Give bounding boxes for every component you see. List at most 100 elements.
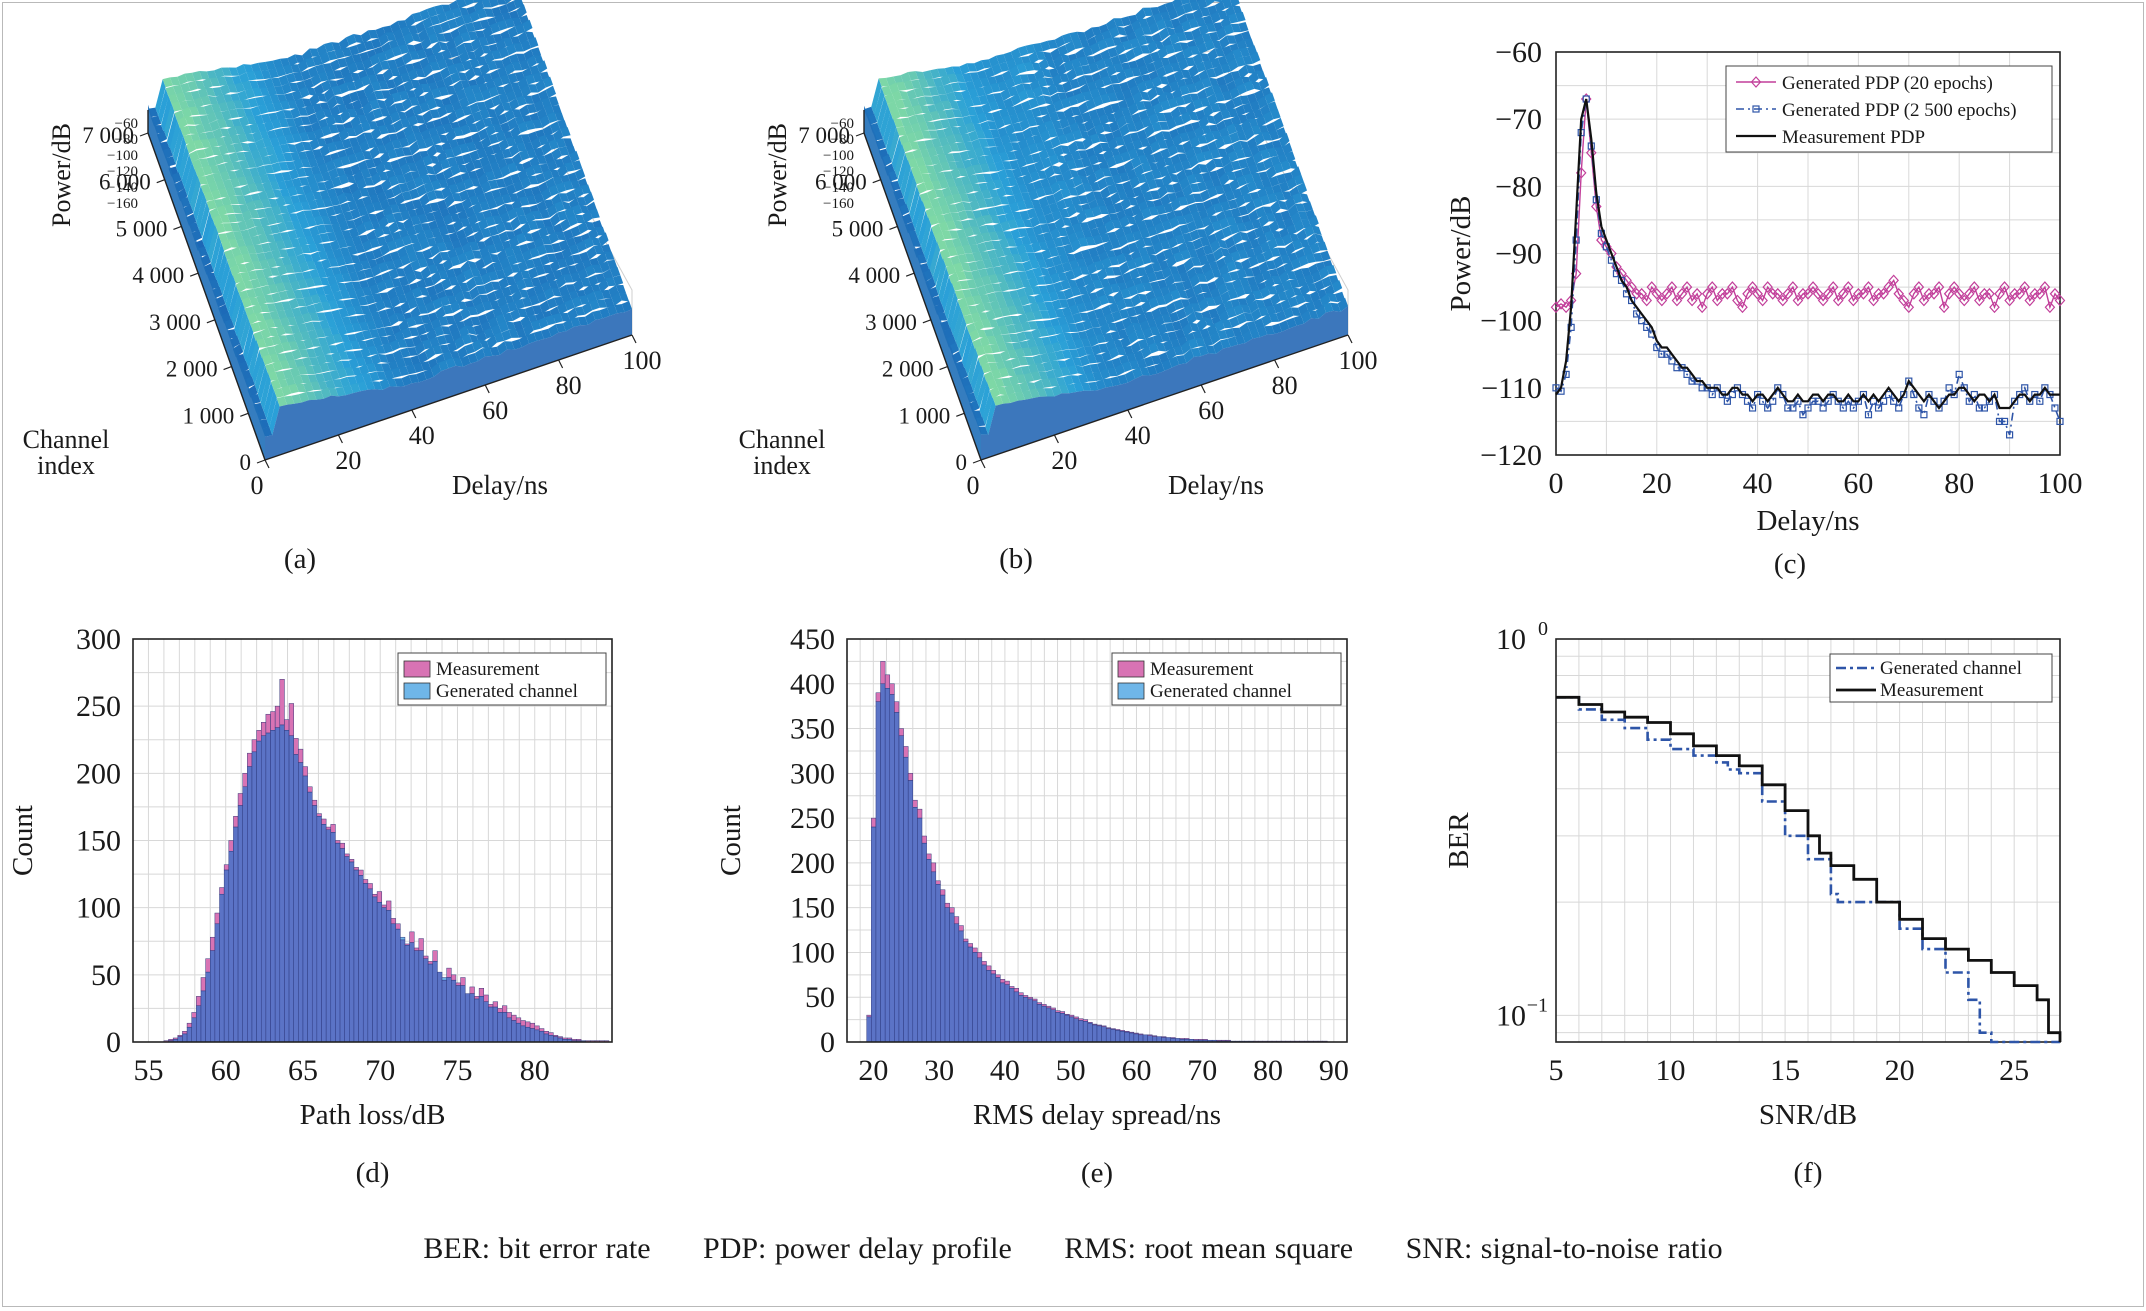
a-y-tick: 3 000 <box>149 310 201 335</box>
a-surface-facet <box>525 31 536 41</box>
c-point-diamond <box>2054 294 2066 307</box>
a-surface-facet <box>369 145 380 160</box>
a-surface-facet <box>356 42 367 54</box>
a-surface-facet <box>453 33 464 47</box>
a-surface-facet <box>542 76 553 88</box>
c-point-square <box>1895 404 1903 412</box>
d-bar-top <box>205 958 211 973</box>
a-surface-facet <box>539 114 550 128</box>
d-bar-top <box>344 853 350 857</box>
c-y-tick: −70 <box>1495 103 1542 136</box>
a-surface-facet <box>235 195 247 205</box>
a-surface-facet <box>349 91 360 103</box>
a-surface-facet <box>390 111 401 123</box>
a-surface-facet <box>373 138 385 147</box>
d-bar-overlap <box>390 923 396 1043</box>
a-surface-facet <box>327 141 338 153</box>
f-x-tick: 20 <box>1885 1054 1915 1087</box>
a-surface-facet <box>215 137 226 146</box>
d-bar-overlap <box>432 961 438 1043</box>
a-surface-facet <box>363 40 375 51</box>
d-bar-overlap <box>474 998 480 1043</box>
b-x-tick: 20 <box>1051 446 1077 475</box>
e-x-label: RMS delay spread/ns <box>973 1099 1221 1131</box>
a-surface-facet <box>447 110 458 124</box>
a-surface-facet <box>271 162 282 173</box>
d-x-tick: 65 <box>288 1054 318 1087</box>
d-bar-overlap <box>423 958 429 1043</box>
e-bar-top <box>903 746 909 758</box>
a-surface-facet <box>435 124 446 136</box>
a-surface-facet <box>225 231 236 242</box>
a-surface-facet <box>309 48 320 57</box>
c-point-diamond <box>1792 294 1804 307</box>
a-surface-facet <box>372 108 383 119</box>
a-surface-facet <box>322 197 333 208</box>
e-bar-overlap <box>1128 1032 1135 1043</box>
c-point-diamond <box>1933 281 1945 293</box>
a-surface-strip <box>174 55 545 193</box>
a-surface-facet <box>374 90 385 100</box>
a-surface-facet <box>507 26 518 39</box>
a-surface-facet <box>394 147 405 158</box>
a-surface-facet <box>214 67 225 79</box>
a-surface-facet <box>199 158 210 168</box>
a-surface-facet <box>293 116 304 127</box>
c-point-square <box>1799 411 1807 419</box>
d-bar-overlap <box>349 861 355 1043</box>
a-surface-facet <box>293 158 304 170</box>
a-surface-facet <box>193 185 204 222</box>
a-surface-facet <box>476 101 487 111</box>
a-surface-facet <box>328 215 339 225</box>
d-bar-overlap <box>539 1031 545 1043</box>
a-surface-facet <box>277 135 288 146</box>
a-surface-facet <box>448 47 460 58</box>
a-surface-facet <box>459 143 470 154</box>
a-surface-facet <box>224 118 235 128</box>
a-surface-facet <box>332 157 344 169</box>
e-bar-top <box>1023 995 1029 998</box>
a-surface-facet <box>485 34 496 45</box>
a-surface-facet <box>331 42 342 52</box>
a-surface-facet <box>475 73 486 88</box>
a-surface-facet <box>236 108 247 118</box>
a-surface-facet <box>360 30 372 44</box>
a-surface-facet <box>369 53 380 66</box>
b-x-tick: 100 <box>1339 346 1378 375</box>
a-surface-facet <box>447 18 458 30</box>
d-y-label: Count <box>7 805 39 876</box>
a-surface-facet <box>460 31 471 42</box>
a-surface-facet <box>399 44 410 55</box>
c-point-diamond <box>2014 287 2025 300</box>
a-surface-facet <box>241 125 253 134</box>
c-y-label: Power/dB <box>1445 196 1477 312</box>
a-surface-facet <box>189 106 200 116</box>
a-surface-facet <box>350 114 361 130</box>
d-bar-top <box>335 840 341 844</box>
a-surface-facet <box>263 207 274 217</box>
a-surface-facet <box>285 203 297 214</box>
e-bar-overlap <box>1004 984 1010 1043</box>
e-bar-top <box>1059 1011 1066 1014</box>
e-bar-top <box>871 817 877 828</box>
a-surface-facet <box>183 92 194 101</box>
a-surface-facet <box>378 80 389 90</box>
f-panel-label: (f) <box>1794 1157 1823 1189</box>
a-y-tickmark <box>240 412 249 417</box>
d-bar-top <box>460 977 466 986</box>
a-surface-facet <box>264 78 275 89</box>
a-surface-facet <box>227 126 238 138</box>
f-y-tick: 10 <box>1496 999 1526 1032</box>
c-point-square <box>1774 384 1782 392</box>
a-surface-facet <box>353 169 364 184</box>
a-surface-facet <box>203 104 214 115</box>
c-point-diamond <box>2044 301 2056 314</box>
d-y-tick: 100 <box>76 892 121 925</box>
d-bar-overlap <box>353 869 359 1043</box>
a-surface-facet <box>440 66 451 80</box>
e-bar-overlap <box>1023 996 1029 1043</box>
e-y-tick: 50 <box>805 981 835 1014</box>
a-surface-facet <box>354 198 366 209</box>
chart-a <box>139 0 637 469</box>
a-surface-facet <box>397 20 408 30</box>
